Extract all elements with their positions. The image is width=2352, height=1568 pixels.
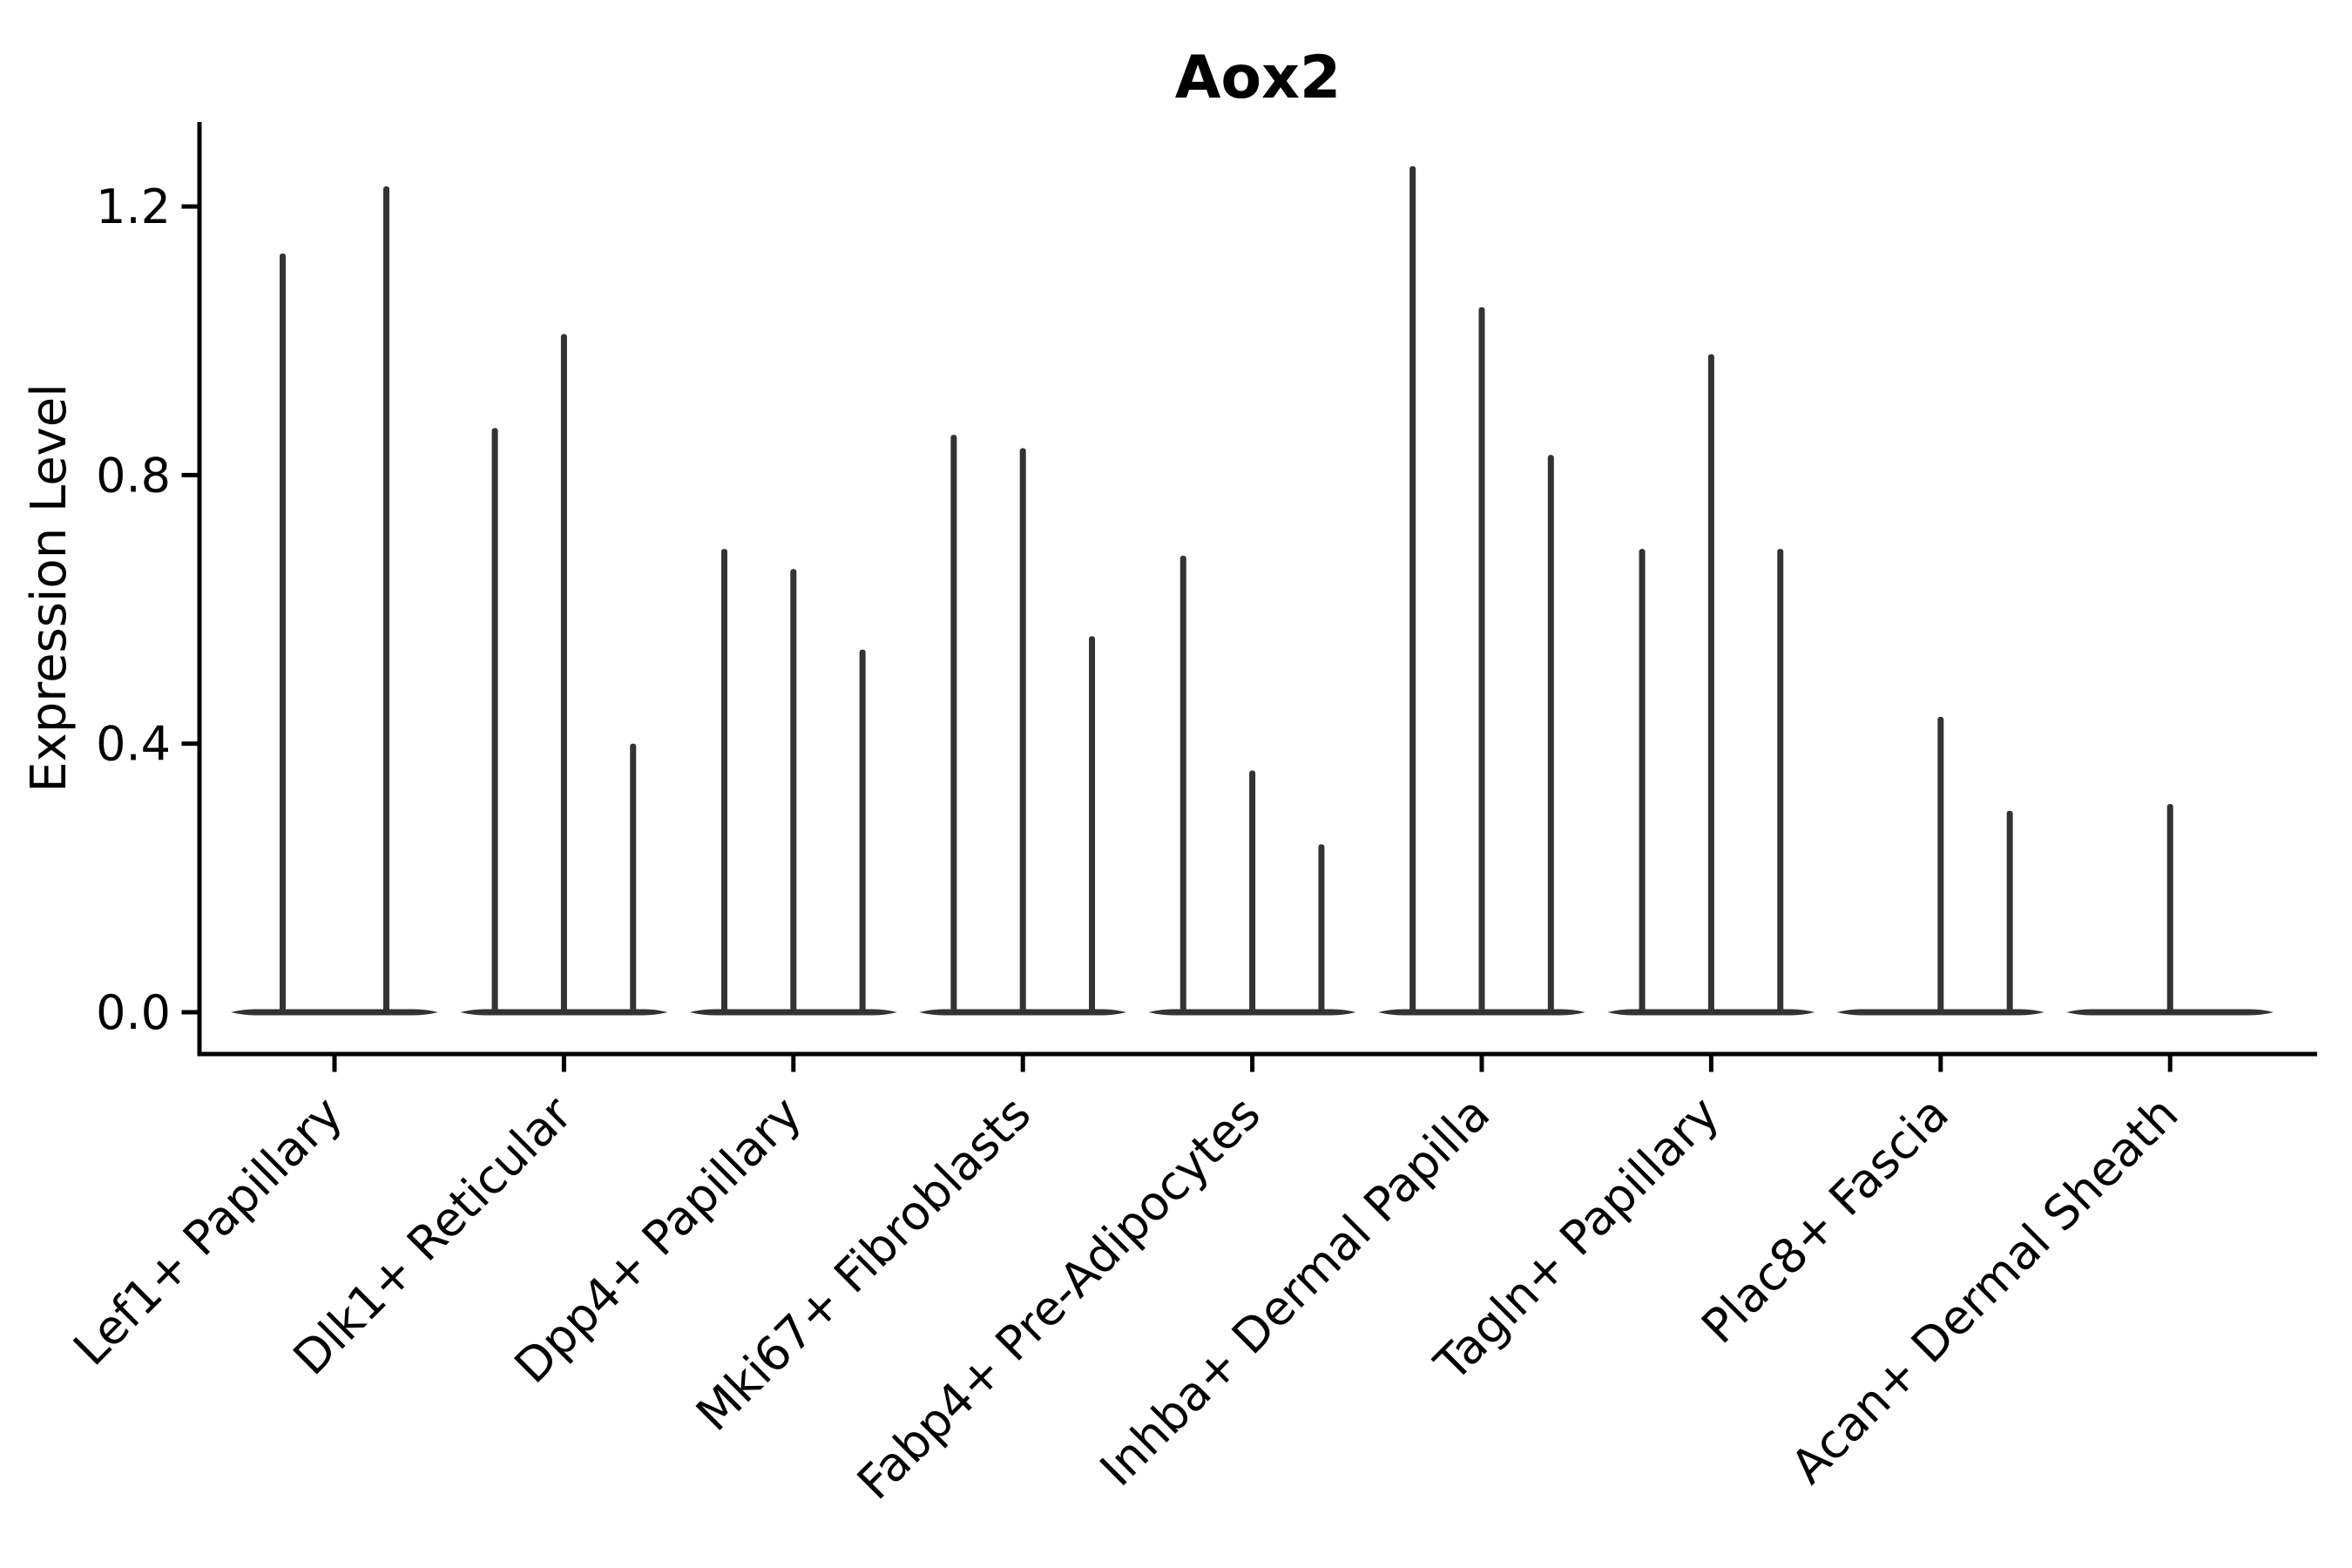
axes-layer bbox=[197, 122, 2317, 1057]
chart-title: Aox2 bbox=[1175, 44, 1342, 112]
x-tick-mark bbox=[791, 1056, 796, 1072]
violin-spike bbox=[720, 549, 727, 1014]
y-tick-label: 0.8 bbox=[96, 448, 171, 503]
y-tick-mark bbox=[181, 1010, 198, 1015]
violin-spike bbox=[1707, 354, 1714, 1015]
violin-spike bbox=[950, 435, 957, 1014]
x-axis-spine bbox=[197, 1051, 2317, 1057]
violins-layer bbox=[231, 166, 2274, 1016]
violin-spike bbox=[1249, 770, 1256, 1014]
x-tick-mark bbox=[332, 1056, 337, 1072]
y-ticks-layer: 0.0 0.4 0.8 1.2 bbox=[96, 179, 198, 1040]
violin-spike bbox=[790, 569, 797, 1014]
violin-spike bbox=[1547, 455, 1554, 1014]
x-tick-mark bbox=[1020, 1056, 1025, 1072]
violin-spike bbox=[2006, 810, 2013, 1014]
y-tick-label: 1.2 bbox=[96, 179, 171, 234]
y-tick-label: 0.4 bbox=[96, 717, 171, 772]
violin-spike bbox=[383, 186, 389, 1014]
x-tick-label: Plac8+ Fascia bbox=[1691, 1086, 1959, 1355]
x-tick-mark bbox=[1479, 1056, 1484, 1072]
y-tick-mark bbox=[181, 472, 198, 477]
y-tick-label: 0.0 bbox=[96, 985, 171, 1040]
violin-spike bbox=[1937, 716, 1944, 1014]
y-axis-label: Expression Level bbox=[21, 383, 78, 793]
violin-group bbox=[689, 549, 897, 1016]
x-tick-mark bbox=[1938, 1056, 1943, 1072]
violin-spike bbox=[630, 743, 637, 1014]
violin-group bbox=[1836, 716, 2044, 1016]
x-tick-mark bbox=[2167, 1056, 2173, 1072]
violin-spike bbox=[560, 334, 567, 1014]
violin-group bbox=[1607, 354, 1815, 1016]
violin-group bbox=[2066, 804, 2274, 1016]
violin-group bbox=[1378, 166, 1585, 1016]
x-tick-mark bbox=[1250, 1056, 1255, 1072]
x-tick-label: Inhba+ Dermal Papilla bbox=[1090, 1086, 1500, 1497]
violin-spike bbox=[859, 649, 866, 1014]
violin-spike bbox=[1409, 166, 1416, 1015]
violin-spike bbox=[1478, 307, 1485, 1014]
violin-spike bbox=[1179, 555, 1186, 1014]
x-tick-mark bbox=[561, 1056, 566, 1072]
violin-group bbox=[919, 435, 1127, 1016]
y-axis-spine bbox=[197, 122, 202, 1057]
x-tick-mark bbox=[1708, 1056, 1713, 1072]
violin-spike bbox=[280, 253, 286, 1015]
y-tick-mark bbox=[181, 204, 198, 209]
violin-group bbox=[460, 334, 668, 1016]
violin-spike bbox=[1639, 549, 1646, 1014]
y-tick-mark bbox=[181, 741, 198, 747]
violin-group bbox=[1148, 555, 1356, 1016]
violin-spike bbox=[491, 428, 498, 1014]
x-tick-label: Acan+ Dermal Sheath bbox=[1781, 1086, 2188, 1494]
violin-spike bbox=[2166, 804, 2173, 1014]
violin-spike bbox=[1089, 636, 1096, 1014]
violin-spike bbox=[1318, 844, 1325, 1014]
violin-spike bbox=[1019, 448, 1026, 1014]
x-tick-label: Fabp4+ Pre-Adipocytes bbox=[847, 1086, 1271, 1511]
violin-group bbox=[231, 186, 438, 1016]
violin-baseline bbox=[231, 1009, 438, 1016]
violin-spike bbox=[1777, 549, 1784, 1014]
